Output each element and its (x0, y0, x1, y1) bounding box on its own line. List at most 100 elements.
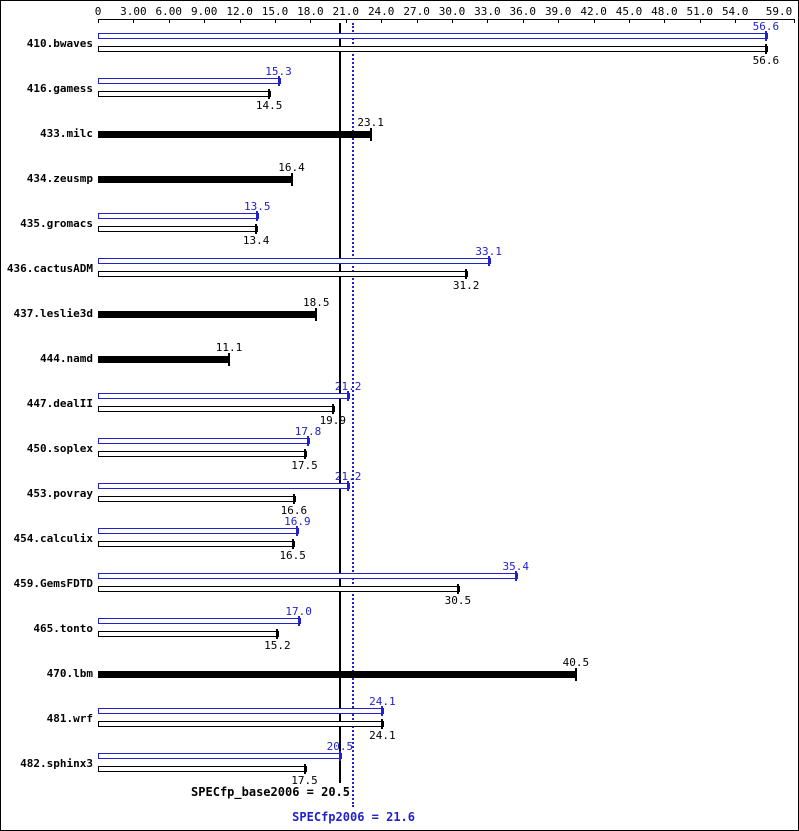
peak-value-label: 17.0 (285, 605, 312, 618)
peak-bar (98, 393, 351, 399)
x-axis-tick (699, 19, 701, 23)
peak-bar (98, 708, 385, 714)
benchmark-label: 453.povray (26, 487, 93, 500)
peak-bar (98, 78, 281, 84)
base-value-label: 19.9 (319, 414, 347, 427)
x-axis-tick-label: 59.0 (765, 5, 793, 18)
peak-value-label: 13.5 (244, 200, 271, 213)
peak-bar-endcap (347, 391, 350, 401)
x-axis-tick-label: 6.00 (155, 5, 183, 18)
base-value-label: 18.5 (303, 296, 330, 309)
base-bar (98, 131, 371, 138)
base-bar (98, 631, 280, 637)
x-axis-tick-label: 39.0 (544, 5, 572, 18)
benchmark-label: 444.namd (40, 352, 93, 365)
peak-mean-line (351, 23, 354, 807)
x-axis-tick-label: 12.0 (226, 5, 253, 18)
base-value-label: 14.5 (255, 99, 283, 112)
base-bar (98, 91, 272, 97)
x-axis-tick (239, 19, 241, 23)
base-bar (98, 176, 292, 183)
base-bar-endcap (255, 224, 258, 234)
base-value-label: 40.5 (562, 656, 590, 669)
x-axis-tick (381, 19, 383, 23)
x-axis-tick (558, 19, 560, 23)
x-axis-tick (310, 19, 312, 23)
base-bar-endcap (276, 629, 279, 639)
x-axis-line (98, 19, 795, 20)
peak-bar-endcap (297, 616, 300, 626)
base-value-label: 17.5 (291, 774, 318, 787)
x-axis-tick (133, 19, 135, 23)
x-axis-tick (593, 19, 595, 23)
base-mean-label: SPECfp_base2006 = 20.5 (191, 785, 350, 799)
base-bar (98, 46, 768, 52)
base-bar (98, 721, 385, 727)
x-axis-tick (522, 19, 524, 23)
peak-bar-endcap (256, 211, 259, 221)
x-axis-tick (168, 19, 170, 23)
peak-bar (98, 258, 491, 264)
base-mean-line (338, 23, 341, 783)
peak-bar (98, 483, 351, 489)
benchmark-label: 416.gamess (26, 82, 93, 95)
peak-bar-endcap (296, 526, 299, 536)
base-bar-endcap (291, 539, 294, 549)
x-axis-tick (98, 19, 99, 23)
peak-value-label: 33.1 (475, 245, 502, 258)
peak-value-label: 21.2 (334, 470, 362, 483)
benchmark-label: 437.leslie3d (13, 307, 93, 320)
base-value-label: 15.2 (264, 639, 291, 652)
benchmark-label: 454.calculix (13, 532, 93, 545)
peak-value-label: 17.8 (294, 425, 322, 438)
base-bar (98, 671, 576, 678)
peak-bar (98, 618, 301, 624)
x-axis-tick-label: 51.0 (686, 5, 714, 18)
x-axis-tick-label: 24.0 (367, 5, 395, 18)
base-bar (98, 541, 295, 547)
base-value-label: 13.4 (242, 234, 270, 247)
peak-bar-endcap (347, 481, 350, 491)
peak-value-label: 56.6 (752, 20, 780, 33)
x-axis-tick-label: 21.0 (332, 5, 360, 18)
base-bar-endcap (331, 404, 334, 414)
peak-bar-endcap (487, 256, 490, 266)
x-axis-tick-label: 42.0 (580, 5, 607, 18)
x-axis-tick (416, 19, 418, 23)
benchmark-label: 450.soplex (26, 442, 93, 455)
benchmark-label: 482.sphinx3 (20, 757, 93, 770)
benchmark-label: 459.GemsFDTD (13, 577, 93, 590)
peak-bar (98, 33, 768, 39)
peak-bar-endcap (514, 571, 517, 581)
base-bar-endcap (292, 494, 295, 504)
base-bar-endcap (369, 128, 372, 141)
base-value-label: 31.2 (452, 279, 480, 292)
base-bar-endcap (303, 449, 306, 459)
x-axis-tick (487, 19, 489, 23)
base-bar (98, 496, 296, 502)
benchmark-label: 410.bwaves (26, 37, 93, 50)
base-bar (98, 311, 317, 318)
base-value-label: 56.6 (752, 54, 780, 67)
base-bar-endcap (290, 173, 293, 186)
x-axis-tick (664, 19, 666, 23)
base-bar (98, 226, 259, 232)
peak-value-label: 15.3 (265, 65, 292, 78)
base-bar-endcap (456, 584, 459, 594)
base-bar-endcap (227, 353, 230, 366)
base-value-label: 11.1 (215, 341, 243, 354)
base-bar (98, 356, 229, 363)
benchmark-label: 436.cactusADM (6, 262, 93, 275)
base-value-label: 16.4 (278, 161, 305, 174)
peak-value-label: 35.4 (502, 560, 529, 573)
benchmark-label: 434.zeusmp (26, 172, 93, 185)
benchmark-label: 447.dealII (26, 397, 93, 410)
x-axis-tick-label: 48.0 (651, 5, 678, 18)
benchmark-label: 465.tonto (33, 622, 93, 635)
peak-mean-label: SPECfp2006 = 21.6 (292, 810, 415, 824)
peak-bar (98, 573, 518, 579)
peak-bar (98, 753, 342, 759)
base-bar (98, 766, 307, 772)
benchmark-label: 481.wrf (46, 712, 93, 725)
peak-bar-endcap (764, 31, 767, 41)
